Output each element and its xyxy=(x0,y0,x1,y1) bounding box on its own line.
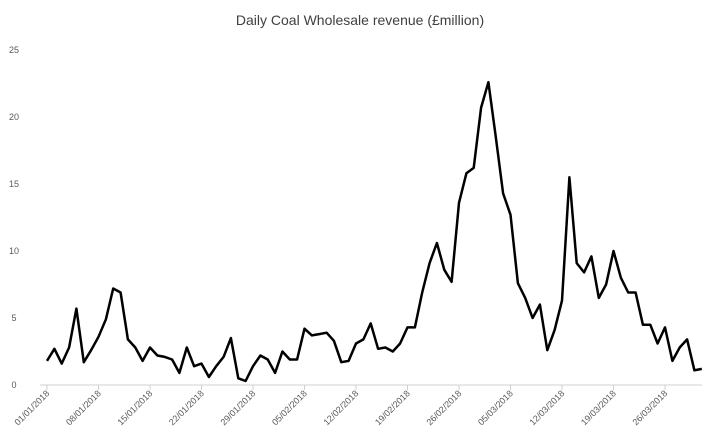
y-tick-label: 20 xyxy=(9,112,19,122)
y-tick-label: 25 xyxy=(9,45,19,55)
y-tick-label: 5 xyxy=(11,313,16,323)
x-tick-label: 26/02/2018 xyxy=(424,388,463,427)
y-tick-label: 10 xyxy=(9,246,19,256)
x-tick-label: 05/02/2018 xyxy=(270,388,309,427)
x-tick-label: 05/03/2018 xyxy=(476,388,515,427)
x-tick-label: 12/02/2018 xyxy=(321,388,360,427)
x-tick-label: 08/01/2018 xyxy=(64,388,103,427)
x-tick-label: 12/03/2018 xyxy=(527,388,566,427)
x-tick-label: 01/01/2018 xyxy=(12,388,51,427)
x-tick-label: 19/02/2018 xyxy=(373,388,412,427)
x-tick-label: 15/01/2018 xyxy=(115,388,154,427)
y-tick-label: 15 xyxy=(9,179,19,189)
x-tick-label: 26/03/2018 xyxy=(630,388,669,427)
chart-title: Daily Coal Wholesale revenue (£million) xyxy=(236,12,484,28)
x-tick-label: 22/01/2018 xyxy=(167,388,206,427)
x-tick-label: 19/03/2018 xyxy=(579,388,618,427)
series-line xyxy=(47,82,702,381)
y-tick-label: 0 xyxy=(11,380,16,390)
x-tick-label: 29/01/2018 xyxy=(218,388,257,427)
